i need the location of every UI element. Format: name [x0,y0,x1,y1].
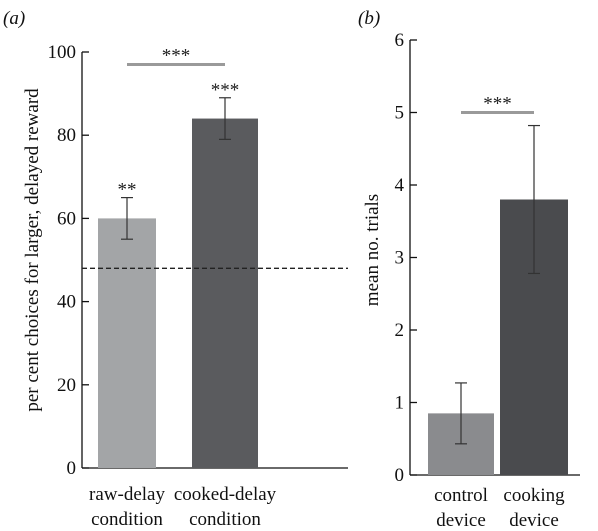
panel-a-y-tick-label: 40 [57,292,76,313]
panel-b-y-tick-label: 4 [395,175,405,196]
panel-b-y-tick-label: 2 [395,320,405,341]
panel-a-y-tick-label: 100 [48,42,77,63]
panel-b-y-tick-label: 0 [395,465,405,486]
panel-b-y-tick-label: 6 [395,30,405,51]
panel-b-y-axis-title: mean no. trials [362,194,383,306]
panel-b: (b) mean no. trials 0 1 2 3 4 5 6 control device… [358,8,580,531]
panel-b-y-tick-label: 3 [395,248,405,269]
panel-a-bar [192,118,258,468]
panel-a-category-label: cooked-delay [174,484,277,505]
panel-a-y-tick-label: 80 [57,125,76,146]
panel-a-y-tick-label: 0 [67,458,77,479]
panel-a-label: (a) [3,8,25,29]
panel-b-label: (b) [358,8,380,29]
panel-b-y-tick-label: 1 [395,393,405,414]
panel-b-y-tick-label: 5 [395,103,405,124]
panel-a-bar-significance: *** [211,80,240,101]
panel-a-bar [98,218,156,468]
panel-b-category-label: device [509,510,559,531]
panel-a-category-label: condition [91,509,163,530]
panel-b-category-label: cooking [503,485,565,506]
panel-b-category-label: control [434,485,488,506]
panel-b-comparison-significance: *** [483,94,512,115]
panel-a-bar-significance: ** [118,180,137,201]
panel-a-category-label: condition [189,509,261,530]
panel-a: (a) per cent choices for larger, delayed… [3,8,348,530]
panel-b-category-label: device [436,510,486,531]
panel-a-category-label: raw-delay [89,484,165,505]
panel-a-y-tick-label: 20 [57,375,76,396]
panel-a-y-tick-label: 60 [57,208,76,229]
panel-a-comparison-significance: *** [162,45,191,66]
panel-a-y-axis-title: per cent choices for larger, delayed rew… [22,88,43,412]
